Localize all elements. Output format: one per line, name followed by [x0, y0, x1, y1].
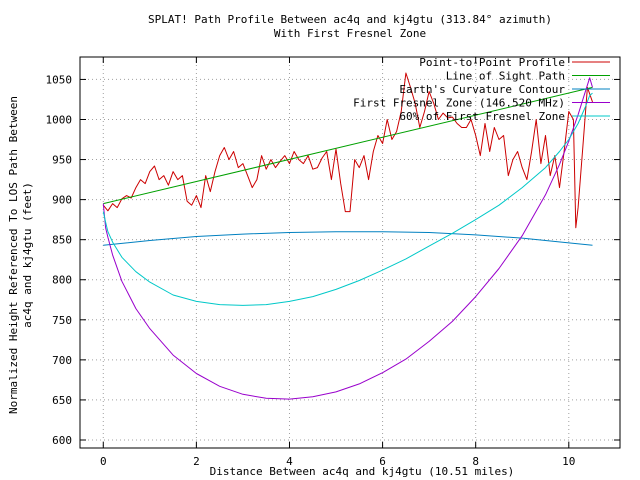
series-line-los [103, 86, 593, 205]
y-tick-label: 1000 [46, 113, 73, 126]
series-line-profile [102, 72, 593, 229]
y-axis-ticks: 600 650 700 750 800 850 900 950 1000 1050 [46, 73, 620, 447]
x-axis-label: Distance Between ac4q and kj4gtu (10.51 … [210, 465, 515, 478]
x-tick-label: 4 [286, 455, 293, 468]
y-tick-label: 850 [52, 234, 72, 247]
legend-label: Point-to-Point Profile [419, 56, 565, 69]
y-tick-label: 700 [52, 354, 72, 367]
chart-subtitle: With First Fresnel Zone [274, 27, 426, 40]
series-line-fresnel [102, 77, 593, 400]
x-tick-label: 10 [562, 455, 575, 468]
chart-title: SPLAT! Path Profile Between ac4q and kj4… [148, 13, 552, 26]
y-tick-label: 650 [52, 394, 72, 407]
y-tick-label: 750 [52, 314, 72, 327]
x-axis-ticks: 0 2 4 6 8 10 [100, 57, 575, 468]
y-tick-label: 950 [52, 154, 72, 167]
x-tick-label: 8 [472, 455, 479, 468]
x-tick-label: 2 [193, 455, 200, 468]
plot-frame [79, 56, 621, 449]
y-axis-label-line-1: Normalized Height Referenced To LOS Path… [7, 96, 20, 414]
series-line-fresnel-60 [102, 92, 593, 306]
legend-label: Earth's Curvature Contour [399, 83, 565, 96]
y-tick-label: 1050 [46, 73, 73, 86]
y-tick-label: 900 [52, 194, 72, 207]
legend-label: First Fresnel Zone (146.520 MHz) [353, 97, 565, 110]
y-axis-label-line-2: ac4q and kj4gtu (feet) [21, 182, 34, 328]
series-lines [102, 72, 593, 400]
legend-label: Line of Sight Path [446, 70, 565, 83]
x-tick-label: 0 [100, 455, 107, 468]
y-tick-label: 800 [52, 274, 72, 287]
legend-label: 60% of First Fresnel Zone [399, 110, 565, 123]
y-tick-label: 600 [52, 434, 72, 447]
x-tick-label: 6 [379, 455, 386, 468]
series-line-curvature [103, 231, 593, 246]
